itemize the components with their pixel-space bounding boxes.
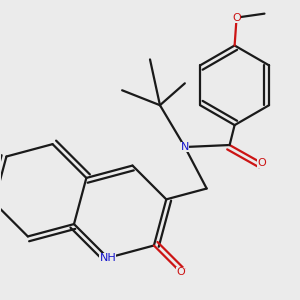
Text: O: O (257, 158, 266, 168)
Text: O: O (232, 13, 241, 22)
Text: N: N (181, 142, 189, 152)
Text: O: O (176, 267, 185, 277)
Text: NH: NH (99, 253, 116, 263)
